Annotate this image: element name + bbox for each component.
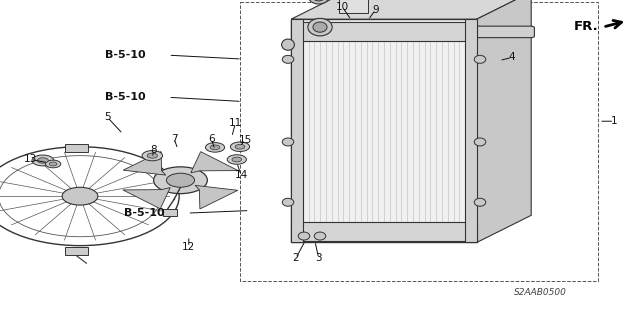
Circle shape (210, 145, 220, 150)
Circle shape (154, 167, 207, 194)
Text: 5: 5 (104, 112, 111, 122)
Ellipse shape (282, 198, 294, 206)
Circle shape (230, 142, 250, 152)
Ellipse shape (308, 0, 329, 4)
Ellipse shape (314, 232, 326, 240)
Ellipse shape (298, 232, 310, 240)
Ellipse shape (313, 22, 327, 32)
Bar (339, 0, 368, 13)
Bar (291, 19, 303, 242)
Text: 12: 12 (182, 242, 195, 252)
Ellipse shape (282, 39, 294, 50)
Bar (163, 209, 177, 216)
Polygon shape (123, 152, 166, 175)
Circle shape (45, 160, 61, 168)
Bar (65, 247, 88, 255)
Ellipse shape (313, 0, 324, 1)
Circle shape (38, 158, 49, 163)
Circle shape (232, 157, 242, 162)
Text: 6: 6 (208, 134, 214, 144)
Text: 2: 2 (292, 253, 299, 263)
Text: B-5-10: B-5-10 (106, 50, 146, 60)
Text: S2AAB0500: S2AAB0500 (515, 288, 567, 297)
Circle shape (166, 173, 195, 187)
Text: 3: 3 (316, 253, 322, 263)
Text: 14: 14 (235, 170, 248, 181)
Text: 9: 9 (372, 4, 379, 15)
Circle shape (49, 162, 57, 166)
Ellipse shape (474, 198, 486, 206)
Ellipse shape (474, 56, 486, 63)
Polygon shape (477, 0, 531, 242)
Text: 4: 4 (509, 52, 515, 63)
Text: 8: 8 (150, 145, 157, 155)
Polygon shape (195, 185, 238, 209)
Text: 10: 10 (336, 2, 349, 12)
Text: B-5-10: B-5-10 (125, 208, 165, 218)
Ellipse shape (282, 56, 294, 63)
Text: 15: 15 (239, 135, 252, 145)
Text: 7: 7 (171, 134, 177, 144)
Polygon shape (191, 152, 238, 173)
FancyBboxPatch shape (294, 26, 534, 38)
Bar (291, 22, 477, 41)
Circle shape (32, 155, 54, 166)
Polygon shape (291, 0, 531, 19)
Circle shape (62, 187, 98, 205)
Text: FR.: FR. (573, 20, 598, 33)
Circle shape (227, 155, 246, 164)
Ellipse shape (308, 18, 332, 36)
Circle shape (236, 144, 245, 149)
Ellipse shape (282, 138, 294, 146)
Text: 13: 13 (24, 154, 37, 165)
Text: B-5-10: B-5-10 (106, 92, 146, 102)
Bar (291, 222, 477, 241)
Circle shape (205, 143, 225, 152)
Text: 1: 1 (611, 116, 618, 126)
Circle shape (147, 153, 157, 158)
Bar (291, 19, 477, 242)
Bar (65, 144, 88, 152)
Text: 11: 11 (229, 118, 242, 128)
Polygon shape (123, 188, 170, 209)
Ellipse shape (474, 138, 486, 146)
Bar (465, 19, 477, 242)
Circle shape (142, 151, 163, 161)
